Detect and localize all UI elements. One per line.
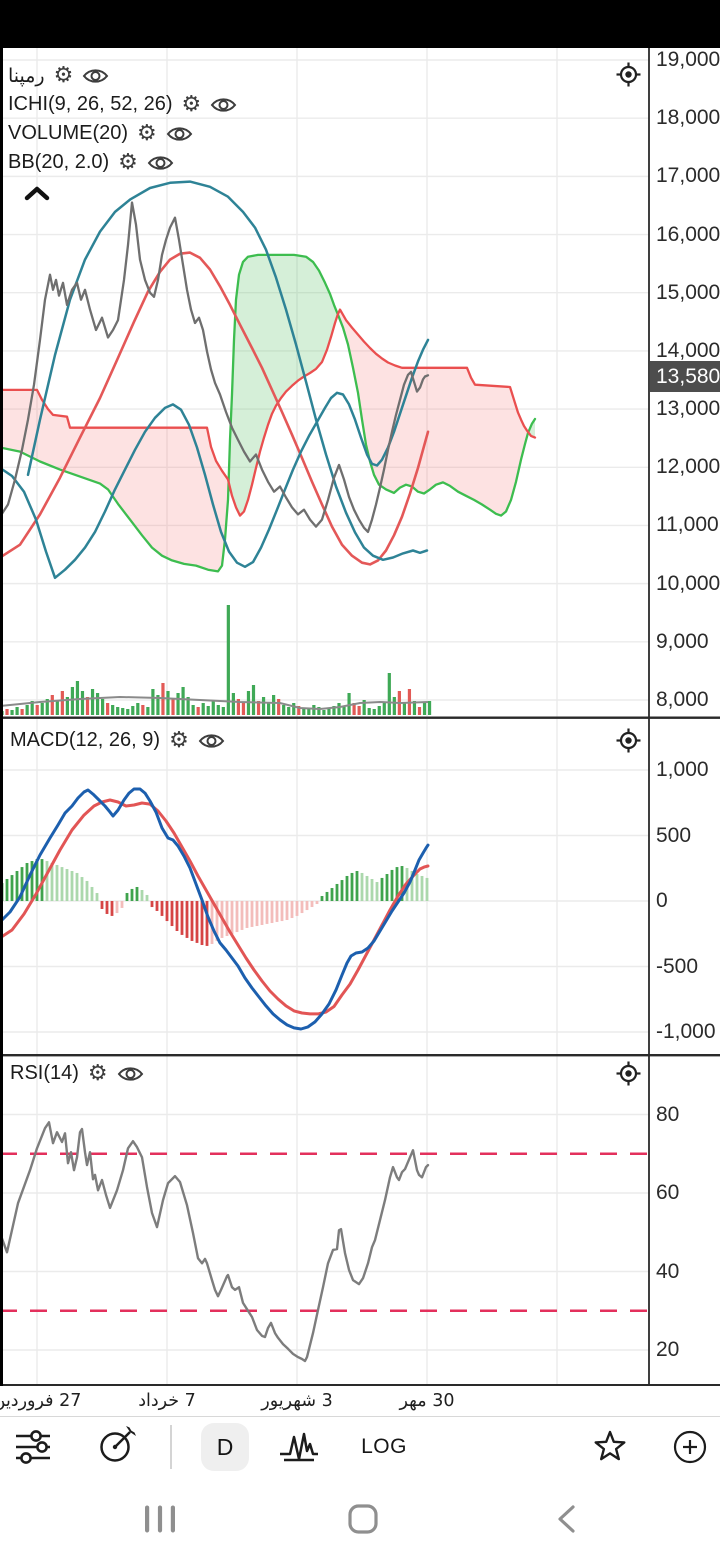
y-axis-tick-label: 10,000 <box>656 571 720 595</box>
gear-icon[interactable]: ⚙ <box>169 727 189 753</box>
y-axis-tick-label: 9,000 <box>656 629 709 653</box>
log-scale-button[interactable]: LOG <box>361 1435 407 1458</box>
y-axis-tick-label: 14,000 <box>656 338 720 362</box>
y-axis-tick-label: 60 <box>656 1181 680 1204</box>
eye-icon[interactable] <box>166 124 193 144</box>
eye-icon[interactable] <box>198 731 225 751</box>
ichimoku-cloud-bearish <box>0 389 228 572</box>
eye-icon[interactable] <box>117 1064 144 1084</box>
gear-icon[interactable]: ⚙ <box>137 120 157 146</box>
y-axis-tick-label: -500 <box>656 954 699 978</box>
y-axis-tick-label: -1,000 <box>656 1020 716 1043</box>
y-axis-tick-label: 16,000 <box>656 222 720 246</box>
legend-row-symbol: رمپنا ⚙ <box>8 62 237 89</box>
gear-icon[interactable]: ⚙ <box>181 91 202 117</box>
legend-row-volume: VOLUME(20) ⚙ <box>8 120 237 147</box>
gear-icon[interactable]: ⚙ <box>53 62 74 88</box>
y-axis-tick-label: 40 <box>656 1259 680 1283</box>
interval-button[interactable]: D <box>201 1417 249 1477</box>
collapse-legend-chevron[interactable] <box>20 184 237 207</box>
y-axis-tick-label: 13,000 <box>656 397 720 421</box>
gear-icon[interactable]: ⚙ <box>87 1060 108 1086</box>
y-axis-tick-label: 80 <box>656 1102 680 1126</box>
home-icon[interactable] <box>343 1478 383 1560</box>
ichimoku-cloud-bearish <box>337 309 528 516</box>
y-axis-tick-label: 1,000 <box>656 758 709 781</box>
left-edge-line <box>0 48 3 1386</box>
locate-crosshair-icon[interactable] <box>615 1060 642 1092</box>
recent-apps-icon[interactable] <box>140 1478 180 1560</box>
indicator-label[interactable]: BB(20, 2.0) <box>8 151 110 173</box>
y-axis-tick-label: 17,000 <box>656 164 720 188</box>
indicator-label[interactable]: MACD(12, 26, 9) <box>10 729 161 751</box>
y-axis-tick-label: 11,000 <box>656 513 719 537</box>
status-bar <box>0 0 720 48</box>
eye-icon[interactable] <box>210 95 237 115</box>
toolbar-divider <box>170 1425 172 1469</box>
price-legend: رمپنا ⚙ ICHI(9, 26, 52, 26) ⚙ VOLUME(20)… <box>8 62 237 207</box>
x-axis-date-label: 7 خرداد <box>138 1391 196 1411</box>
indicator-label[interactable]: ICHI(9, 26, 52, 26) <box>8 93 173 115</box>
y-axis-tick-label: 12,000 <box>656 455 720 479</box>
star-favorite-icon[interactable] <box>590 1417 630 1477</box>
y-axis-tick-label: 19,000 <box>656 48 720 71</box>
y-axis-tick-label: 0 <box>656 889 668 912</box>
last-price-badge: 13,580 <box>650 361 720 392</box>
indicator-label[interactable]: VOLUME(20) <box>8 122 129 144</box>
locate-crosshair-icon[interactable] <box>615 61 642 93</box>
eye-icon[interactable] <box>82 66 109 86</box>
macd-legend-row: MACD(12, 26, 9) ⚙ <box>10 727 225 754</box>
legend-row-ichimoku: ICHI(9, 26, 52, 26) ⚙ <box>8 91 237 118</box>
target-dart-icon[interactable] <box>93 1417 137 1477</box>
y-axis-tick-label: 18,000 <box>656 106 720 130</box>
indicator-label[interactable]: RSI(14) <box>10 1062 79 1084</box>
y-axis-tick-label: 15,000 <box>656 280 720 304</box>
y-axis-tick-label: 20 <box>656 1338 680 1361</box>
back-icon[interactable] <box>545 1478 585 1560</box>
locate-crosshair-icon[interactable] <box>615 727 642 759</box>
bottom-toolbar: D LOG <box>0 1416 720 1479</box>
chart-style-wave-icon[interactable] <box>276 1417 322 1477</box>
add-plus-icon[interactable] <box>670 1417 710 1477</box>
y-axis-tick-label: 500 <box>656 823 692 847</box>
y-axis-tick-label: 8,000 <box>656 687 709 711</box>
ichimoku-cloud-bullish <box>228 254 337 516</box>
rsi-legend-row: RSI(14) ⚙ <box>10 1060 144 1087</box>
symbol-name[interactable]: رمپنا <box>8 64 45 87</box>
gear-icon[interactable]: ⚙ <box>118 149 138 175</box>
legend-row-bollinger: BB(20, 2.0) ⚙ <box>8 149 237 176</box>
x-axis-date-label: 30 مهر <box>399 1391 455 1411</box>
eye-icon[interactable] <box>147 153 174 173</box>
android-nav-bar <box>0 1478 720 1560</box>
x-axis-date-label: 3 شهریور <box>261 1391 333 1411</box>
x-axis-date-label: 27 فروردین <box>0 1391 82 1411</box>
indicators-sliders-icon[interactable] <box>11 1417 55 1477</box>
